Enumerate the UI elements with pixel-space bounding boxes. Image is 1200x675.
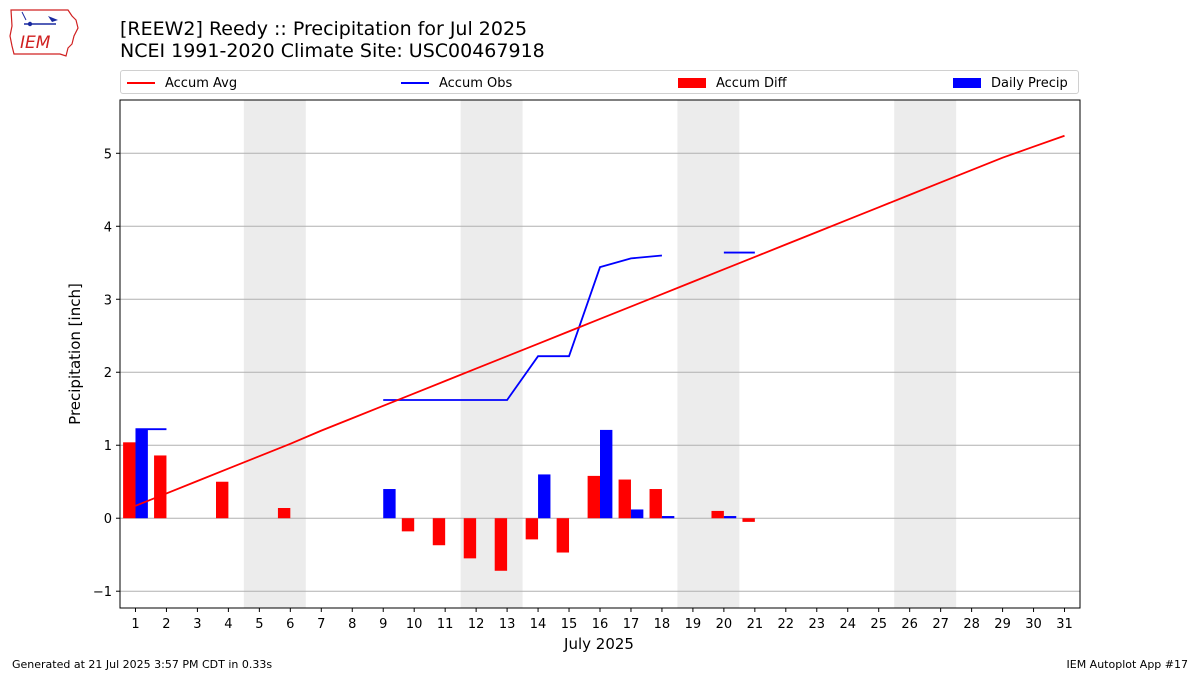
daily-precip-bar: [538, 474, 551, 519]
accum-diff-bar: [649, 489, 662, 519]
daily-precip-bar: [723, 516, 737, 519]
accum-diff-bar: [401, 518, 415, 532]
legend-swatch-accum-diff: [678, 78, 706, 88]
accum-obs-line: [383, 254, 663, 401]
x-tick-label: 21: [747, 617, 764, 632]
accum-diff-bar: [494, 518, 508, 571]
x-tick-label: 15: [561, 617, 578, 632]
weekend-band: [894, 100, 957, 608]
x-tick-label: 30: [1025, 617, 1042, 632]
legend-item-accum-diff: Accum Diff: [678, 74, 787, 92]
accum-diff-bar: [432, 518, 446, 546]
chart-legend: Accum Avg Accum Obs Accum Diff Daily Pre…: [120, 70, 1079, 94]
x-tick-label: 17: [623, 617, 640, 632]
daily-precip-bar: [135, 429, 148, 519]
accum-diff-bar: [711, 510, 724, 519]
accum-diff-bar: [463, 518, 477, 559]
legend-label-accum-diff: Accum Diff: [716, 75, 787, 91]
x-tick-label: 25: [870, 617, 887, 632]
weekend-band: [677, 100, 740, 608]
x-tick-label: 4: [224, 617, 232, 632]
accum-diff-bar: [525, 518, 539, 540]
legend-label-accum-obs: Accum Obs: [439, 75, 513, 91]
x-tick-label: 26: [901, 617, 918, 632]
iem-logo-graphic: IEM: [9, 9, 79, 57]
iem-logo: IEM: [8, 6, 80, 62]
x-tick-label: 14: [530, 617, 547, 632]
x-tick-label: 20: [716, 617, 733, 632]
x-tick-label: 31: [1056, 617, 1073, 632]
x-tick-label: 28: [963, 617, 980, 632]
legend-item-accum-obs: Accum Obs: [401, 74, 512, 92]
y-tick-label: 3: [104, 293, 112, 308]
y-tick-label: 1: [104, 439, 112, 454]
y-tick-label: 5: [104, 147, 112, 162]
legend-item-daily-precip: Daily Precip: [953, 74, 1068, 92]
legend-swatch-daily-precip: [953, 78, 981, 88]
x-tick-label: 16: [592, 617, 609, 632]
x-tick-label: 22: [778, 617, 795, 632]
daily-precip-bar: [383, 489, 396, 519]
accum-diff-bar: [216, 481, 229, 519]
legend-item-accum-avg: Accum Avg: [127, 74, 237, 92]
legend-label-daily-precip: Daily Precip: [991, 75, 1068, 91]
x-tick-label: 11: [437, 617, 454, 632]
lines: [135, 134, 1065, 507]
y-axis-label: Precipitation [inch]: [66, 283, 84, 425]
accum-diff-bar: [618, 479, 631, 519]
footer-generated: Generated at 21 Jul 2025 3:57 PM CDT in …: [12, 658, 273, 671]
daily-precip-bar: [600, 429, 613, 519]
footer-app: IEM Autoplot App #17: [1066, 658, 1189, 671]
daily-precip-bar: [661, 516, 675, 519]
x-tick-label: 7: [317, 617, 325, 632]
x-tick-label: 8: [348, 617, 356, 632]
x-tick-label: 23: [809, 617, 826, 632]
y-tick-label: 4: [104, 220, 112, 235]
legend-swatch-accum-avg: [127, 82, 155, 84]
accum-diff-bar: [587, 475, 600, 519]
x-tick-label: 29: [994, 617, 1011, 632]
y-tick-label: 0: [104, 512, 112, 527]
weekend-shading: [243, 100, 957, 608]
accum-avg-line: [135, 134, 1065, 507]
logo-text: IEM: [20, 33, 51, 53]
x-tick-label: 9: [379, 617, 387, 632]
y-tick-label: 2: [104, 366, 112, 381]
weekend-band: [243, 100, 306, 608]
x-tick-label: 2: [162, 617, 170, 632]
chart-subtitle: NCEI 1991-2020 Climate Site: USC00467918: [120, 40, 545, 62]
x-tick-label: 5: [255, 617, 263, 632]
y-tick-label: −1: [93, 585, 112, 600]
x-tick-label: 10: [406, 617, 423, 632]
x-tick-label: 12: [468, 617, 485, 632]
x-tick-label: 27: [932, 617, 949, 632]
x-tick-label: 1: [131, 617, 139, 632]
x-tick-label: 19: [685, 617, 702, 632]
x-tick-label: 24: [839, 617, 856, 632]
accum-diff-bar: [123, 442, 136, 519]
x-tick-label: 6: [286, 617, 294, 632]
accum-diff-bar: [154, 455, 167, 519]
legend-swatch-accum-obs: [401, 82, 429, 84]
x-axis-label: July 2025: [563, 635, 634, 653]
x-tick-label: 3: [193, 617, 201, 632]
chart-title: [REEW2] Reedy :: Precipitation for Jul 2…: [120, 18, 528, 40]
accum-diff-bar: [556, 518, 570, 553]
x-tick-label: 13: [499, 617, 516, 632]
daily-precip-bar: [630, 509, 644, 519]
legend-label-accum-avg: Accum Avg: [165, 75, 238, 91]
accum-diff-bar: [742, 518, 755, 522]
bars: [123, 429, 755, 571]
accum-diff-bar: [277, 508, 291, 519]
x-tick-label: 18: [654, 617, 671, 632]
